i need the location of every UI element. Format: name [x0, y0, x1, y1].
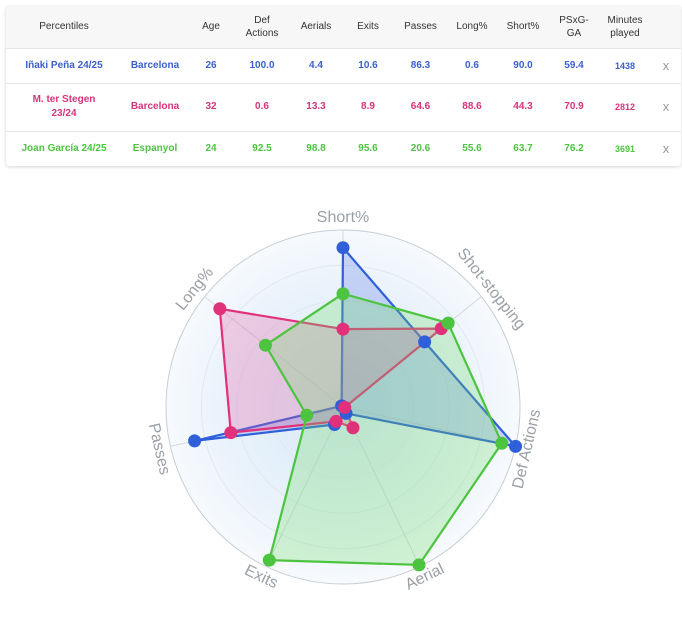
cell-def-actions: 0.6	[255, 101, 269, 112]
data-point	[224, 426, 238, 440]
data-point	[262, 553, 276, 567]
cell-short: 90.0	[513, 59, 533, 71]
percentiles-table: Percentiles Age Def Actions Aerials Exits Pass…	[6, 6, 681, 166]
data-point	[495, 436, 509, 450]
data-point	[213, 302, 227, 316]
data-point	[418, 335, 432, 349]
header-long-pct: Long%	[456, 21, 488, 33]
series-area	[264, 292, 503, 566]
cell-minutes: 1438	[614, 60, 636, 71]
header-minutes-played: Minutes played	[607, 14, 643, 39]
remove-row-button[interactable]: x	[662, 140, 670, 156]
data-point	[188, 434, 202, 448]
cell-passes: 64.6	[410, 101, 431, 112]
data-point	[336, 241, 350, 255]
table-row: Joan García 24/25 Espanyol 24 92.5 98.8 95.6 2…	[6, 131, 681, 166]
header-psxg-ga: PSxG- GA	[559, 14, 589, 39]
cell-age: 24	[205, 142, 217, 154]
remove-row-button[interactable]: x	[662, 99, 670, 114]
radar-spoke	[265, 406, 344, 567]
cell-psxg: 59.4	[564, 59, 584, 71]
data-point	[300, 408, 314, 422]
data-point	[346, 421, 360, 435]
cell-minutes: 2812	[614, 102, 636, 112]
cell-def-actions: 92.5	[252, 142, 272, 154]
table-header-row: Percentiles Age Def Actions Aerials Exits Pass…	[6, 6, 681, 48]
header-passes: Passes	[404, 21, 437, 33]
data-point	[329, 414, 343, 428]
cell-passes: 86.3	[410, 59, 431, 71]
cell-player: Iñaki Peña 24/25	[25, 59, 103, 71]
cell-short: 63.7	[513, 142, 533, 154]
cell-minutes: 3691	[614, 143, 636, 154]
data-point	[509, 439, 523, 453]
cell-long: 88.6	[462, 101, 482, 112]
cell-aerials: 13.3	[306, 101, 326, 112]
cell-psxg: 76.2	[564, 142, 584, 154]
header-short-pct: Short%	[506, 21, 540, 33]
cell-def-actions: 100.0	[249, 59, 275, 71]
cell-aerials: 4.4	[309, 59, 323, 71]
cell-long: 0.6	[465, 59, 479, 71]
data-point	[412, 558, 426, 572]
table-row: Iñaki Peña 24/25 Barcelona 26 100.0 4.4 10.6 8…	[6, 48, 681, 83]
data-point	[441, 316, 455, 330]
header-percentiles: Percentiles	[39, 21, 89, 33]
header-def-actions: Def Actions	[245, 14, 279, 39]
cell-short: 44.3	[513, 101, 533, 112]
cell-exits: 8.9	[361, 101, 375, 112]
header-remove	[651, 6, 681, 48]
table-row: M. ter Stegen 23/24 Barcelona 32 0.6 13.3 8.9 6…	[6, 83, 681, 131]
cell-player: Joan García 24/25	[21, 142, 107, 154]
cell-psxg: 70.9	[564, 101, 584, 112]
remove-row-button[interactable]: x	[662, 57, 670, 73]
radar-chart: Short% Shot-stopping Def Actions Aerial Exit…	[0, 175, 682, 622]
percentiles-table-card: Percentiles Age Def Actions Aerials Exits Pass…	[6, 6, 681, 166]
cell-age: 32	[205, 101, 217, 112]
header-team	[122, 6, 188, 48]
header-aerials: Aerials	[300, 21, 332, 33]
header-age: Age	[202, 21, 220, 33]
data-point	[336, 322, 350, 336]
data-point	[336, 287, 350, 301]
cell-long: 55.6	[462, 142, 482, 154]
cell-aerials: 98.8	[306, 142, 326, 154]
cell-team: Espanyol	[132, 142, 178, 154]
cell-team: Barcelona	[130, 101, 180, 112]
cell-exits: 95.6	[358, 142, 378, 154]
cell-passes: 20.6	[410, 142, 431, 154]
cell-exits: 10.6	[358, 59, 378, 71]
axis-label: Short%	[317, 209, 369, 226]
cell-age: 26	[205, 59, 217, 71]
radar-spoke	[204, 296, 344, 408]
cell-player: M. ter Stegen 23/24	[32, 94, 96, 119]
cell-team: Barcelona	[130, 59, 180, 71]
header-exits: Exits	[357, 21, 379, 33]
data-point	[338, 400, 352, 414]
data-point	[259, 338, 273, 352]
